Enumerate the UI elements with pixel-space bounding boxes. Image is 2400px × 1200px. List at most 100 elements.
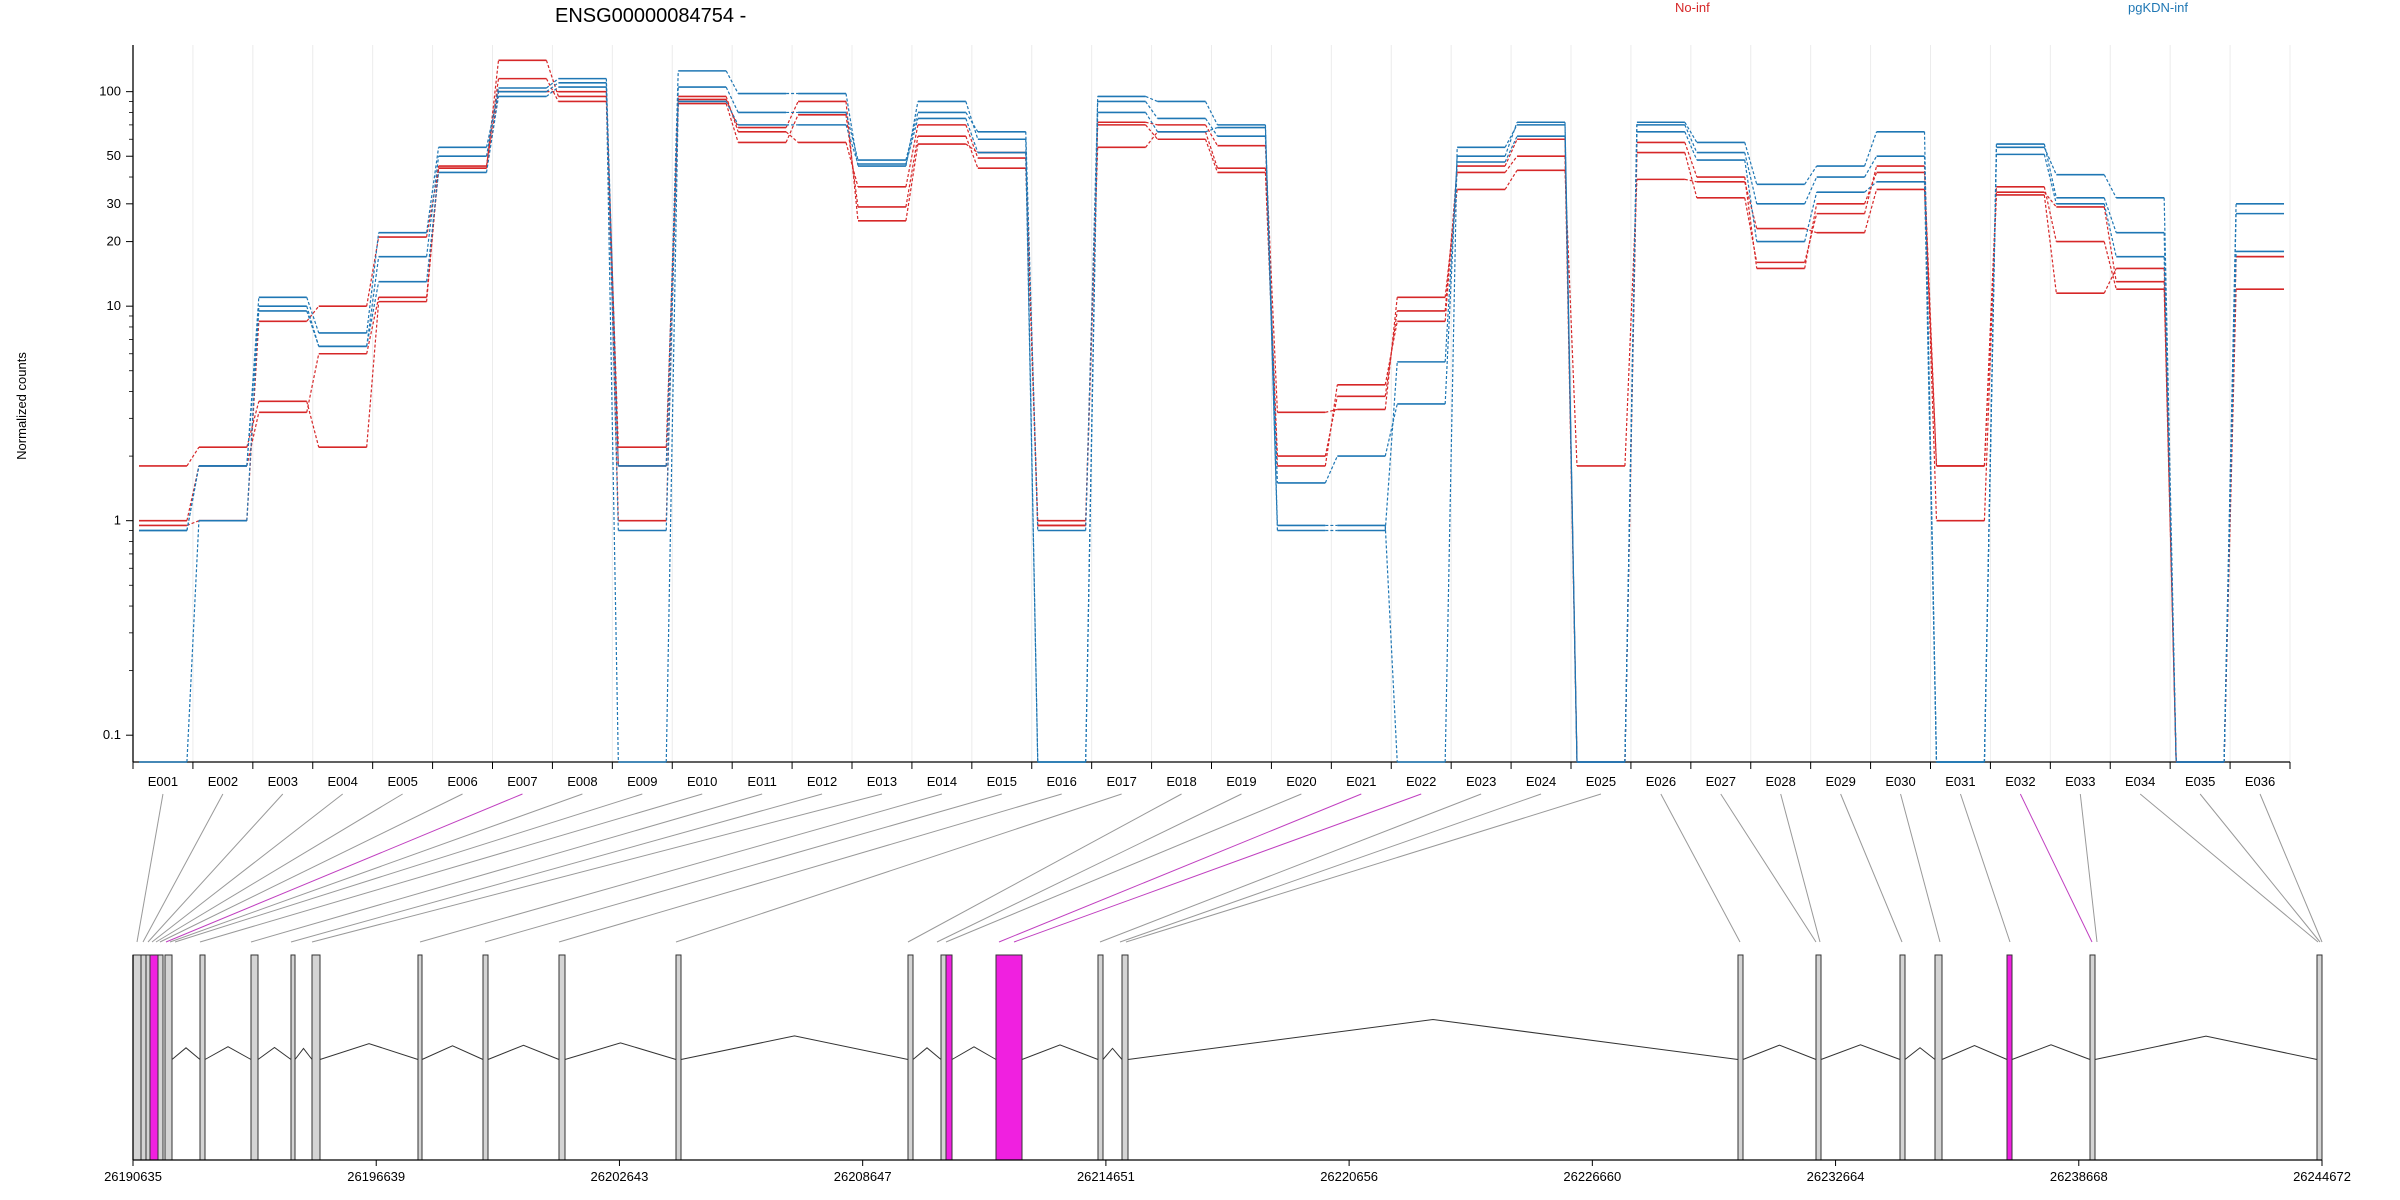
exon-connector [907,793,1182,943]
exon-connector [151,793,344,943]
exon-box [157,954,164,1161]
series-connector [1744,159,1758,242]
series-connector [1145,101,1159,119]
x-tick-label: E012 [807,774,837,789]
series-connector [905,136,919,208]
series-connector [2103,268,2117,294]
series-connector [905,101,919,167]
series-connector [425,172,440,282]
x-tick-label: E007 [507,774,537,789]
x-tick-label: E006 [447,774,477,789]
exon-connector [1720,793,1817,943]
series-connector [2043,186,2057,242]
exon-box [250,954,259,1161]
exon-box-highlighted [2006,954,2013,1161]
exon-connector [147,793,284,943]
intron-line [1904,1047,1936,1060]
series-connector [665,99,679,448]
series-connector [1504,122,1518,157]
x-tick-label: E027 [1706,774,1736,789]
exon-box [675,954,682,1161]
x-tick-label: E029 [1825,774,1855,789]
exon-connector [142,793,224,943]
series-connector [1804,228,1817,234]
series-connector [1504,169,1518,190]
x-tick-label: E030 [1885,774,1915,789]
exon-connector [675,793,1122,943]
series-connector [186,465,200,531]
series-connector [366,236,380,307]
exon-connector [199,793,703,943]
series-connector [905,118,919,165]
exon-box [482,954,489,1161]
series-connector [725,101,739,126]
exon-connector [290,793,823,943]
series-connector [1804,192,1818,242]
exon-connector [1013,793,1422,943]
intron-line [564,1042,677,1060]
exon-box [164,954,173,1161]
exon-connector [159,793,463,943]
series-connector [1204,101,1219,126]
coordinate-label: 26190635 [104,1169,162,1184]
series-connector [186,520,200,527]
x-tick-label: E026 [1646,774,1676,789]
exon-box [1097,954,1104,1161]
y-axis-label: Normalized counts [14,352,29,460]
exon-connector [1780,793,1821,943]
series-6 [138,86,2285,763]
series-connector [1923,166,1938,521]
series-connector [1444,147,1458,763]
series-connector [665,70,679,466]
series-connector [1384,525,1398,763]
exon-connector [2079,793,2098,943]
gridlines [132,45,2291,762]
x-tick-label: E033 [2065,774,2095,789]
x-tick-label: E036 [2245,774,2275,789]
series-connector [485,60,500,169]
exon-connectors [136,793,2323,943]
series-connector [1744,197,1758,263]
series-connector [965,124,979,159]
coordinate-label: 26238668 [2050,1169,2108,1184]
series-connector [785,114,799,143]
series-connector [1804,203,1818,269]
series-connector [1204,131,1219,169]
x-tick-label: E014 [927,774,957,789]
exon-box [417,954,423,1161]
series-connector [2103,206,2117,282]
series-connector [1025,139,1039,763]
series-connector [2103,203,2117,257]
chart-title: ENSG00000084754 - [555,5,746,27]
series-connector [246,306,260,521]
intron-line [1820,1044,1901,1060]
series-connector [1684,152,1698,198]
x-tick-label: E008 [567,774,597,789]
x-tick-label: E019 [1226,774,1256,789]
genomic-coordinates: 26190635 26196639 26202643 26208647 26214651… [104,1160,2351,1184]
exon-box [1815,954,1822,1161]
series-connector [1864,165,1878,214]
x-tick-label: E018 [1166,774,1196,789]
exon-connector [2199,793,2321,943]
x-tick-label: E022 [1406,774,1436,789]
x-tick-label: E010 [687,774,717,789]
coordinate-label: 26244672 [2293,1169,2351,1184]
x-tick-label: E001 [148,774,178,789]
series-connector [1205,118,1218,137]
exon-box [2316,954,2323,1161]
coordinate-label: 26226660 [1563,1169,1621,1184]
series-connector [665,87,679,531]
exon-connector [2019,793,2093,943]
exon-connector [1099,793,1482,943]
intron-line [1941,1045,2008,1060]
series-connector [485,91,500,148]
series-connector [246,297,260,466]
series-connector [246,310,260,466]
intron-line [294,1047,313,1060]
y-tick-label: 30 [107,196,121,211]
intron-line [487,1044,560,1060]
exon-box-highlighted [149,954,159,1161]
series-connector [905,112,919,161]
